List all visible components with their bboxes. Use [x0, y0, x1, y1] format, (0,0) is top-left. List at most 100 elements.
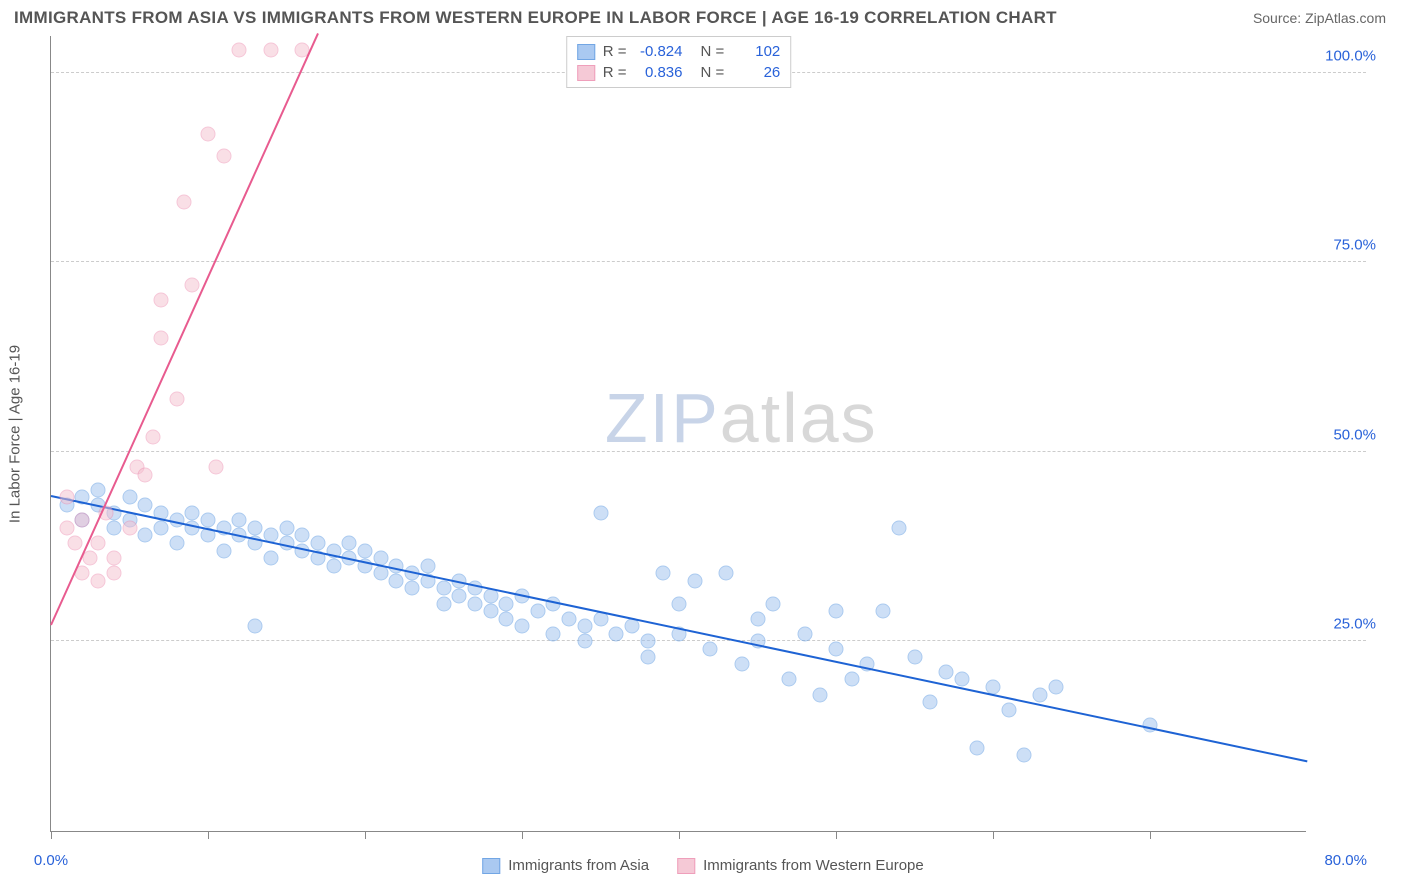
scatter-point — [389, 573, 404, 588]
legend-series: Immigrants from Asia Immigrants from West… — [482, 857, 924, 874]
scatter-point — [279, 520, 294, 535]
x-tick — [1150, 831, 1151, 839]
watermark: ZIPatlas — [605, 378, 878, 458]
scatter-point — [263, 551, 278, 566]
legend-stat-row: R =0.836N =26 — [577, 62, 781, 83]
scatter-point — [640, 649, 655, 664]
x-tick — [679, 831, 680, 839]
scatter-point — [138, 528, 153, 543]
scatter-point — [358, 543, 373, 558]
scatter-point — [797, 626, 812, 641]
scatter-point — [577, 634, 592, 649]
scatter-point — [91, 482, 106, 497]
scatter-point — [138, 498, 153, 513]
legend-n-value: 26 — [732, 64, 780, 81]
scatter-point — [640, 634, 655, 649]
x-tick-label: 0.0% — [34, 852, 68, 869]
scatter-point — [208, 460, 223, 475]
scatter-point — [146, 429, 161, 444]
gridline — [51, 261, 1366, 262]
scatter-point — [672, 596, 687, 611]
legend-r-value: 0.836 — [635, 64, 683, 81]
scatter-point — [248, 520, 263, 535]
scatter-point — [609, 626, 624, 641]
correlation-chart: In Labor Force | Age 16-19 ZIPatlas R =-… — [50, 36, 1306, 832]
scatter-point — [546, 626, 561, 641]
legend-stat-row: R =-0.824N =102 — [577, 41, 781, 62]
legend-series-item: Immigrants from Asia — [482, 857, 649, 874]
scatter-point — [122, 520, 137, 535]
scatter-point — [515, 619, 530, 634]
y-tick-label: 75.0% — [1333, 237, 1376, 254]
scatter-point — [624, 619, 639, 634]
trend-line — [51, 495, 1307, 762]
scatter-point — [185, 278, 200, 293]
scatter-point — [593, 505, 608, 520]
x-tick — [993, 831, 994, 839]
scatter-point — [499, 611, 514, 626]
y-tick-label: 50.0% — [1333, 426, 1376, 443]
scatter-point — [499, 596, 514, 611]
scatter-point — [248, 619, 263, 634]
scatter-point — [719, 566, 734, 581]
scatter-point — [954, 672, 969, 687]
watermark-atlas: atlas — [720, 379, 878, 457]
scatter-point — [436, 581, 451, 596]
scatter-point — [436, 596, 451, 611]
scatter-point — [813, 687, 828, 702]
x-tick — [522, 831, 523, 839]
x-tick — [51, 831, 52, 839]
scatter-point — [91, 573, 106, 588]
scatter-point — [405, 581, 420, 596]
scatter-point — [75, 513, 90, 528]
scatter-point — [91, 535, 106, 550]
scatter-point — [1033, 687, 1048, 702]
legend-statistics: R =-0.824N =102R =0.836N =26 — [566, 36, 792, 88]
legend-r-label: R = — [603, 43, 627, 60]
y-axis-label: In Labor Force | Age 16-19 — [7, 344, 24, 522]
page-title: IMMIGRANTS FROM ASIA VS IMMIGRANTS FROM … — [14, 8, 1057, 28]
scatter-point — [153, 293, 168, 308]
scatter-point — [483, 604, 498, 619]
x-tick-label: 80.0% — [1324, 852, 1367, 869]
scatter-point — [216, 543, 231, 558]
scatter-point — [185, 505, 200, 520]
scatter-point — [1048, 679, 1063, 694]
scatter-point — [310, 535, 325, 550]
scatter-point — [122, 490, 137, 505]
scatter-point — [59, 520, 74, 535]
scatter-point — [373, 566, 388, 581]
scatter-point — [201, 513, 216, 528]
scatter-point — [530, 604, 545, 619]
watermark-zip: ZIP — [605, 379, 720, 457]
scatter-point — [750, 611, 765, 626]
scatter-point — [938, 664, 953, 679]
scatter-point — [766, 596, 781, 611]
scatter-point — [1001, 702, 1016, 717]
scatter-point — [153, 331, 168, 346]
scatter-point — [216, 149, 231, 164]
scatter-point — [106, 566, 121, 581]
scatter-point — [687, 573, 702, 588]
header-bar: IMMIGRANTS FROM ASIA VS IMMIGRANTS FROM … — [0, 0, 1406, 32]
legend-series-label: Immigrants from Western Europe — [703, 857, 924, 874]
scatter-point — [562, 611, 577, 626]
legend-swatch — [482, 858, 500, 874]
x-tick — [208, 831, 209, 839]
scatter-point — [169, 391, 184, 406]
scatter-point — [201, 126, 216, 141]
scatter-point — [1017, 748, 1032, 763]
scatter-point — [342, 535, 357, 550]
scatter-point — [153, 520, 168, 535]
source-label: Source: ZipAtlas.com — [1253, 10, 1386, 26]
x-tick — [365, 831, 366, 839]
scatter-point — [67, 535, 82, 550]
scatter-point — [420, 558, 435, 573]
y-tick-label: 100.0% — [1325, 47, 1376, 64]
scatter-point — [829, 604, 844, 619]
scatter-point — [326, 558, 341, 573]
trend-line — [50, 34, 319, 626]
legend-swatch — [577, 44, 595, 60]
legend-swatch — [577, 65, 595, 81]
scatter-point — [577, 619, 592, 634]
